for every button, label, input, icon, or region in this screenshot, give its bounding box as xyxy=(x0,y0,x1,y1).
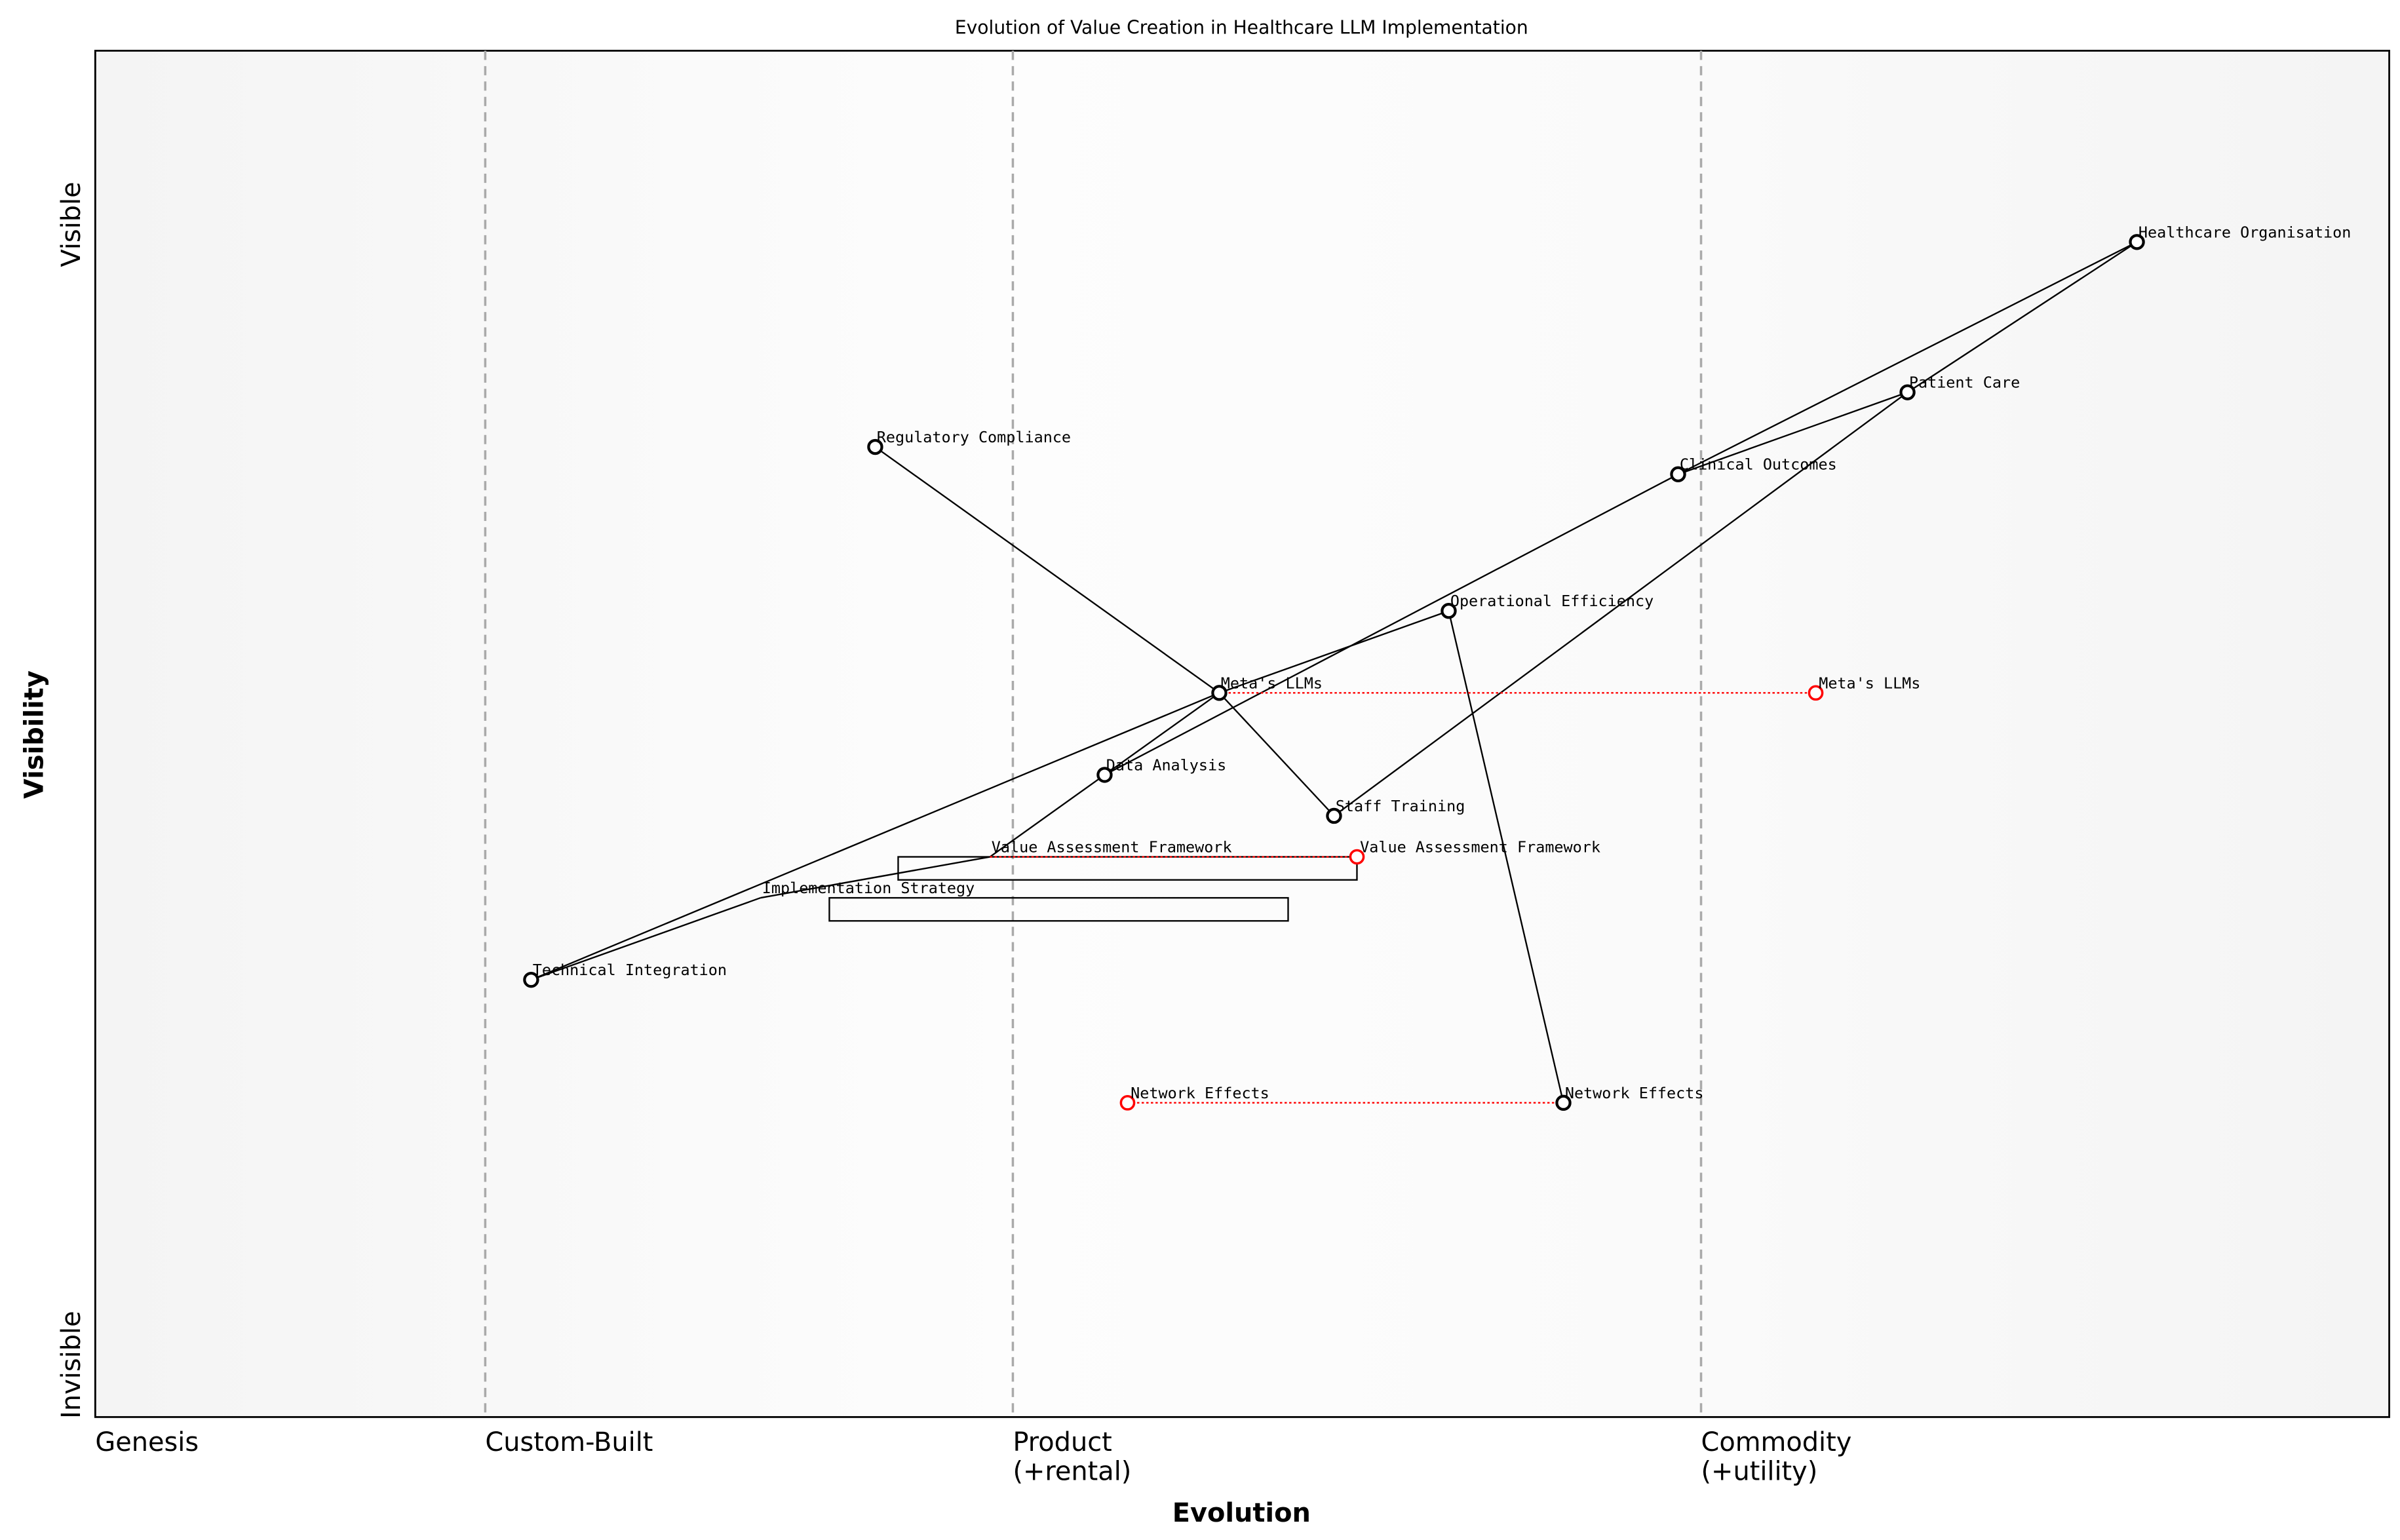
component-label: Patient Care xyxy=(1909,374,2020,392)
dependency-link xyxy=(531,896,761,981)
stage-label-line: Genesis xyxy=(95,1427,199,1457)
dependency-link xyxy=(1104,692,1220,776)
stage-label-line: Commodity xyxy=(1701,1427,1852,1457)
dependency-link xyxy=(760,856,990,899)
stage-label-line: Custom-Built xyxy=(485,1427,653,1457)
component-marker xyxy=(1326,807,1342,824)
component-label: Regulatory Compliance xyxy=(877,428,1071,446)
component-label: Network Effects xyxy=(1565,1084,1704,1102)
component-label: Data Analysis xyxy=(1106,756,1226,774)
dependency-link xyxy=(1677,241,2138,475)
dependency-link xyxy=(1219,610,1449,694)
dependency-link xyxy=(874,446,1220,694)
y-top-label: Visible xyxy=(56,182,87,267)
evolved-component-label: Value Assessment Framework xyxy=(1360,837,1600,856)
evolved-component-label: Meta's LLMs xyxy=(1819,674,1920,692)
stage-label: Genesis xyxy=(95,1427,199,1457)
map-title: Evolution of Value Creation in Healthcar… xyxy=(955,17,1528,39)
component-label: Value Assessment Framework xyxy=(992,837,1232,856)
component-label: Clinical Outcomes xyxy=(1680,455,1837,474)
dependency-link xyxy=(1218,692,1335,817)
component-marker xyxy=(1670,466,1686,482)
pipeline xyxy=(897,856,1358,881)
stage-label: Product (+rental) xyxy=(1013,1427,1131,1487)
component-label: Staff Training xyxy=(1336,797,1465,815)
pipeline xyxy=(828,896,1289,922)
stage-label: Custom-Built xyxy=(485,1427,653,1457)
evolved-component-marker xyxy=(1808,685,1824,701)
component-label: Implementation Strategy xyxy=(762,879,975,897)
component-marker xyxy=(1211,685,1228,701)
component-marker xyxy=(1899,384,1916,400)
dependency-link xyxy=(1333,391,1908,817)
y-axis-label: Visibility xyxy=(20,670,50,799)
dependency-link xyxy=(1104,473,1679,776)
stage-label-line: (+utility) xyxy=(1701,1457,1818,1487)
component-label: Meta's LLMs xyxy=(1221,674,1323,692)
plot-area xyxy=(94,49,2390,1418)
evolved-component-marker xyxy=(1349,849,1365,865)
component-marker xyxy=(1096,767,1113,783)
stage-label-line: Product xyxy=(1013,1427,1112,1457)
dependency-link xyxy=(1678,391,1908,475)
component-marker xyxy=(1555,1094,1572,1111)
dependency-link xyxy=(1906,241,2138,393)
stage-label: Commodity (+utility) xyxy=(1701,1427,1852,1487)
evolved-component-marker xyxy=(1119,1094,1136,1111)
evolved-component-label: Network Effects xyxy=(1131,1084,1269,1102)
component-label: Healthcare Organisation xyxy=(2139,223,2351,241)
x-axis-label: Evolution xyxy=(1172,1498,1311,1528)
component-label: Technical Integration xyxy=(533,961,727,979)
stage-label-line: (+rental) xyxy=(1013,1457,1131,1487)
component-marker xyxy=(2129,234,2145,250)
component-label: Operational Efficiency xyxy=(1450,592,1654,610)
y-bottom-label: Invisible xyxy=(56,1311,87,1418)
dependency-link xyxy=(530,692,1220,981)
component-marker xyxy=(1441,603,1457,619)
component-marker xyxy=(867,438,883,455)
dependency-link xyxy=(1448,610,1564,1104)
dependency-link xyxy=(989,774,1106,858)
component-marker xyxy=(523,971,539,988)
